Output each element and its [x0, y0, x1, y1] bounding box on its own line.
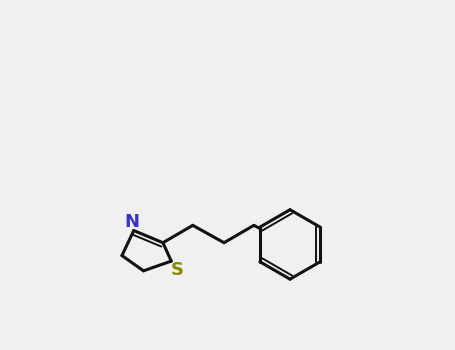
Text: S: S — [171, 261, 184, 279]
Text: N: N — [125, 213, 140, 231]
